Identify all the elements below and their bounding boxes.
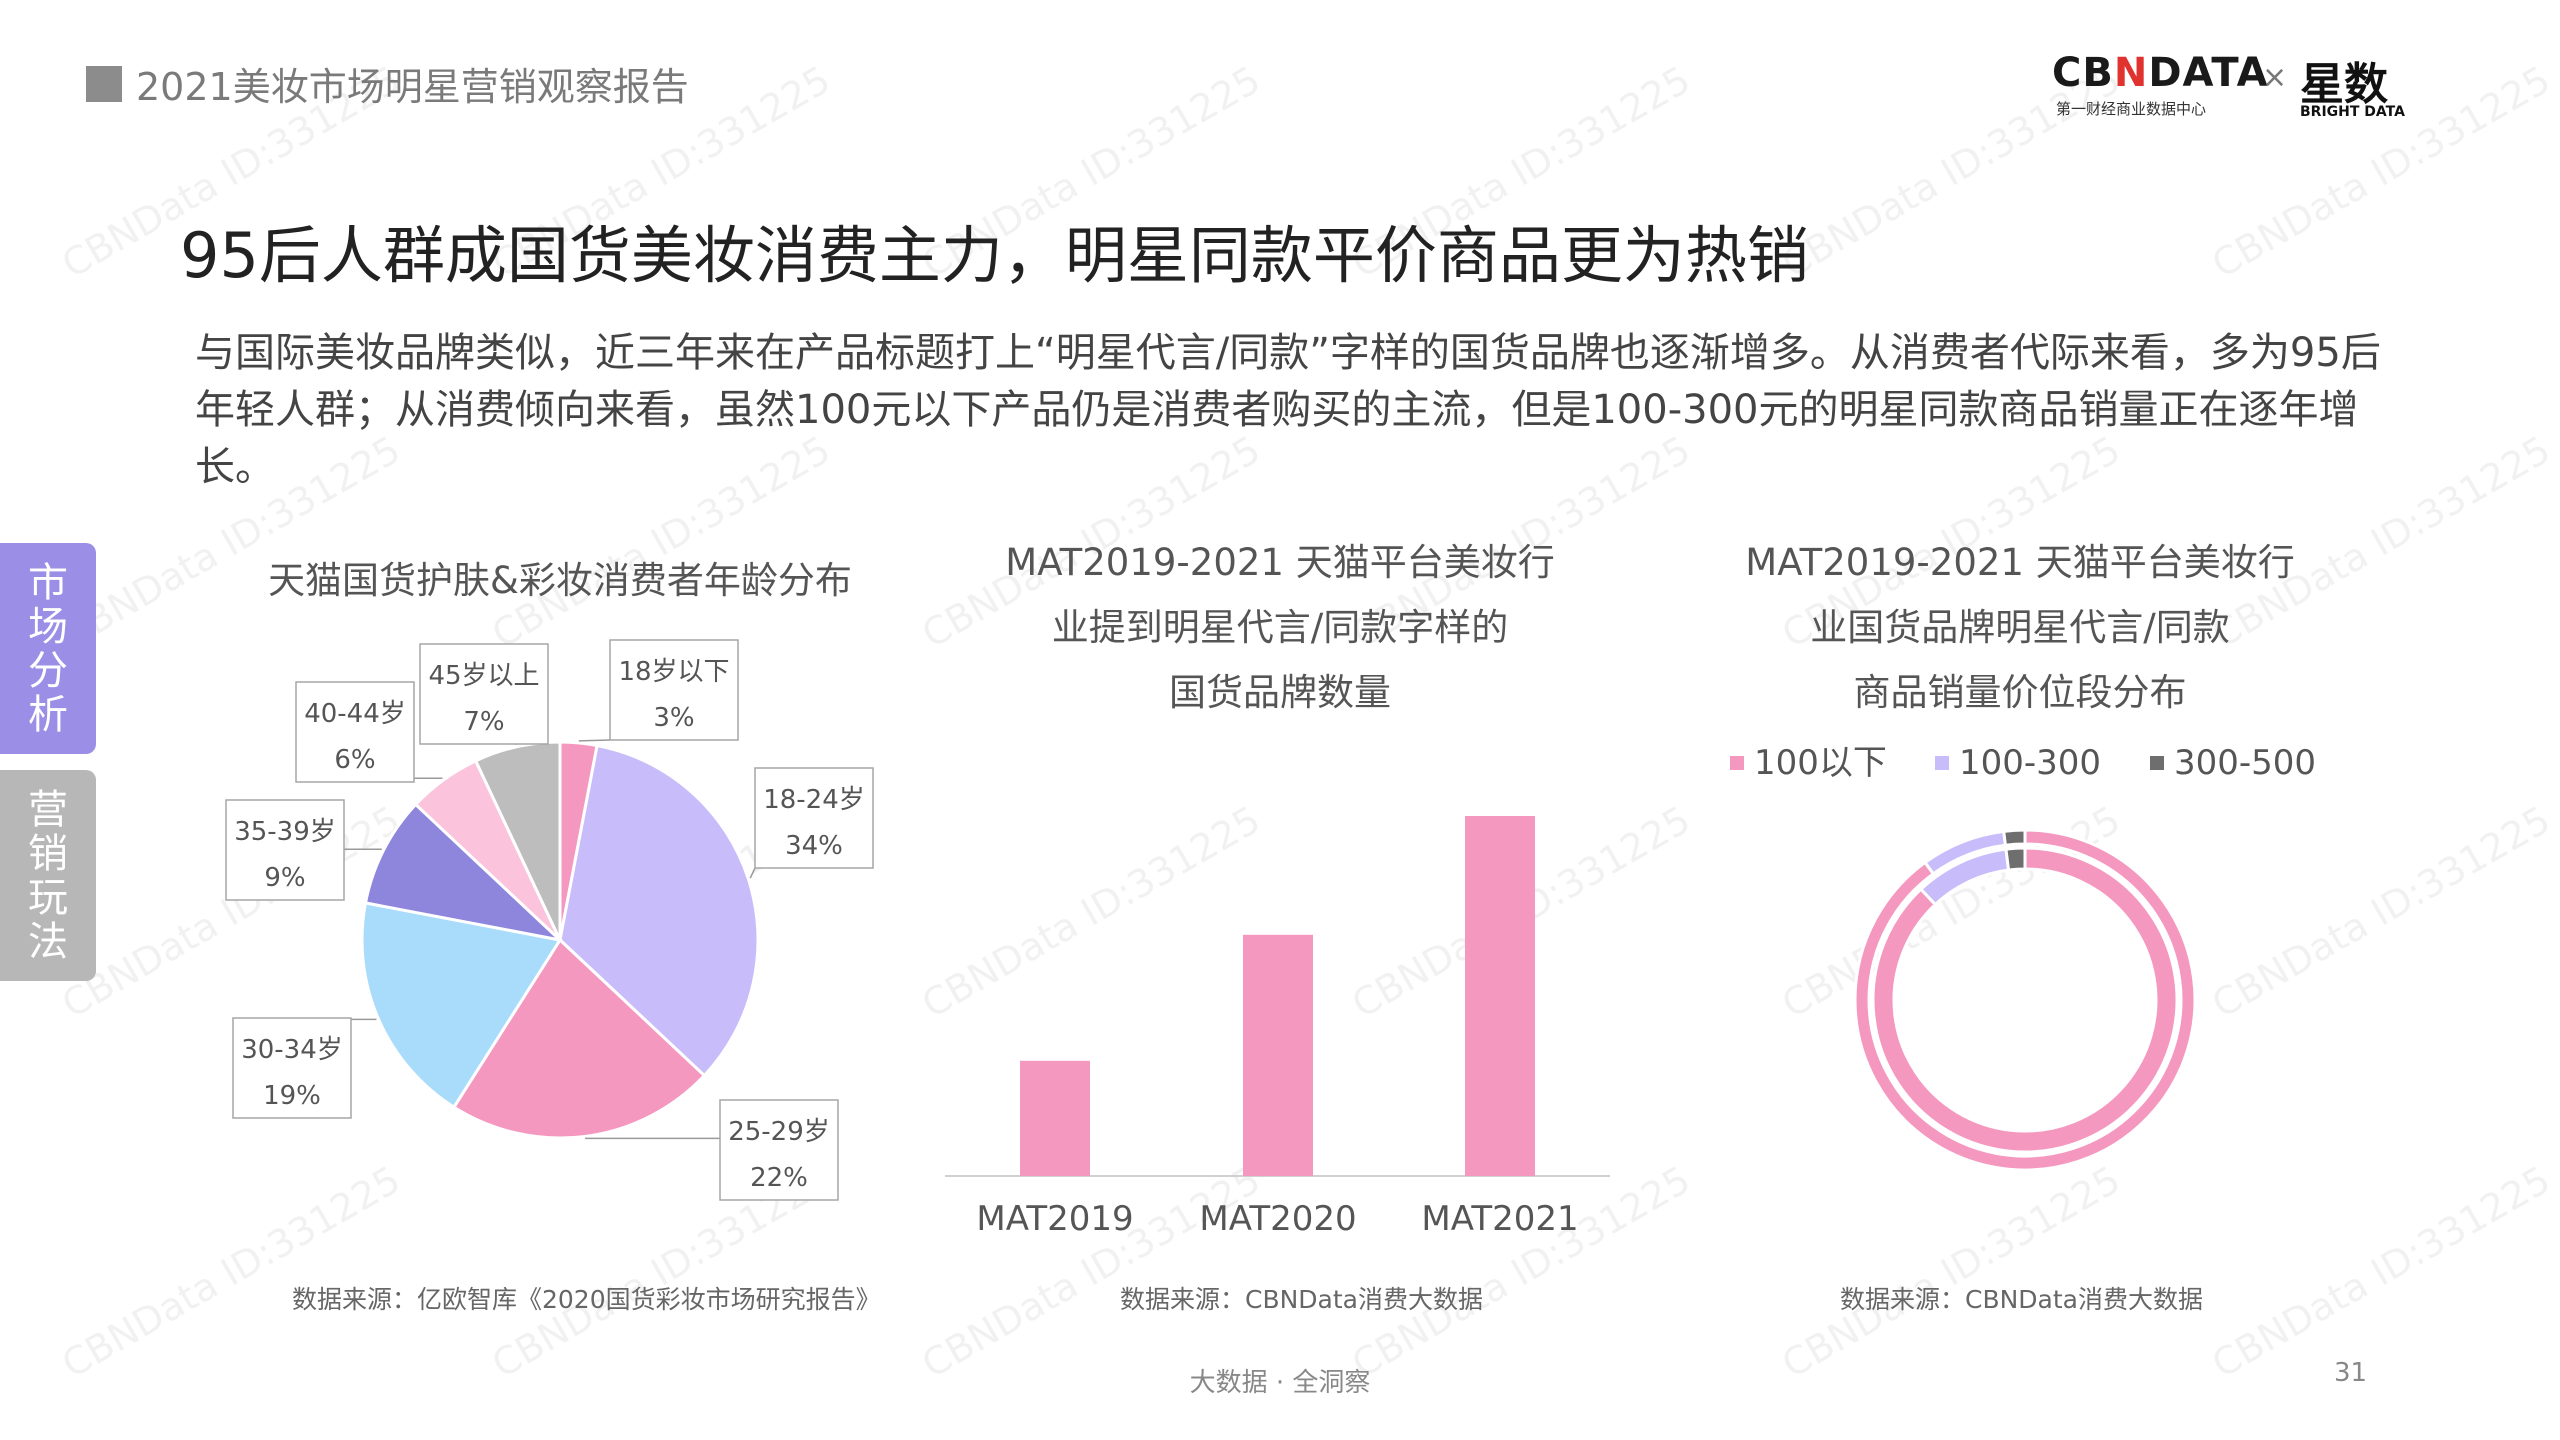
bar — [1243, 934, 1313, 1176]
pie-slice-label: 35-39岁 — [234, 817, 336, 847]
pie-slice-value: 19% — [263, 1081, 321, 1111]
pie-slice-value: 7% — [463, 707, 504, 737]
pie-slice-label: 18岁以下 — [618, 657, 729, 687]
cbndata-logo: CBNDATA — [2052, 50, 2269, 96]
tab-char: 分 — [28, 647, 68, 694]
pie-leader-line — [749, 867, 756, 879]
price-range-donut-chart: 100以下 100-300 300-500 — [1730, 743, 2316, 1172]
pie-label-box — [232, 1017, 352, 1119]
pie-label-box — [754, 767, 874, 869]
pie-slice — [473, 740, 562, 941]
pie-slice-label: 25-29岁 — [728, 1117, 830, 1147]
bar-category-label: MAT2021 — [1421, 1199, 1578, 1239]
pie-slice-label: 40-44岁 — [304, 699, 406, 729]
age-pie-chart: 18岁以下 3% 18-24岁 34% 25-29岁 22% 30-34岁 19% 35-39岁… — [225, 639, 874, 1201]
logo-separator: × — [2262, 60, 2288, 95]
pie-slice — [363, 802, 565, 943]
pie-slice-value: 3% — [653, 703, 694, 733]
pie-slice — [451, 937, 707, 1140]
tab-char: 场 — [28, 603, 68, 650]
donut-legend-label: 100以下 — [1754, 743, 1887, 783]
footer-slogan: 大数据 · 全洞察 — [1189, 1368, 1371, 1398]
tab-char: 市 — [28, 559, 68, 606]
donut-legend-swatch — [2150, 756, 2164, 770]
side-tab-marketing-play[interactable]: 营 销 玩 法 — [0, 770, 96, 981]
donut-segment — [2004, 846, 2027, 872]
pie-label-box — [225, 799, 345, 901]
donut-title-line: 业国货品牌明星代言/同款 — [1810, 606, 2230, 649]
slide-title: 95后人群成国货美妆消费主力，明星同款平价商品更为热销 — [180, 219, 1809, 292]
side-tab-market-analysis[interactable]: 市 场 分 析 — [0, 543, 96, 754]
tab-char: 析 — [28, 691, 68, 738]
donut-legend-label: 300-500 — [2174, 743, 2316, 783]
bar-title-line: 业提到明星代言/同款字样的 — [1051, 606, 1509, 649]
pie-label-box — [609, 639, 739, 741]
cbndata-logo-subtitle: 第一财经商业数据中心 — [2056, 100, 2207, 118]
donut-legend-swatch — [1730, 756, 1744, 770]
page-number: 31 — [2334, 1358, 2368, 1388]
slide-description: 与国际美妆品牌类似，近三年来在产品标题打上“明星代言/同款”字样的国货品牌也逐渐… — [195, 330, 2381, 490]
pie-chart-title: 天猫国货护肤&彩妆消费者年龄分布 — [268, 559, 852, 602]
donut-title-line: MAT2019-2021 天猫平台美妆行 — [1745, 541, 2295, 584]
pie-slice-value: 34% — [785, 831, 843, 861]
pie-slice — [558, 743, 760, 1078]
bar — [1465, 816, 1535, 1176]
pie-slice-label: 18-24岁 — [763, 785, 865, 815]
pie-slice-value: 22% — [750, 1163, 808, 1193]
pie-source: 数据来源：亿欧智库《2020国货彩妆市场研究报告》 — [292, 1285, 881, 1314]
pie-label-box — [719, 1099, 839, 1201]
watermark-text: CBNData ID:331225 — [1774, 1157, 2128, 1387]
pie-leader-line — [578, 739, 611, 742]
brand-count-bar-chart: MAT2019 MAT2020 MAT2021 — [945, 816, 1610, 1239]
pie-label-box — [295, 681, 415, 783]
tab-char: 营 — [28, 786, 68, 833]
donut-segment — [1871, 846, 2179, 1154]
donut-legend-label: 100-300 — [1959, 743, 2101, 783]
tab-char: 销 — [28, 830, 68, 877]
donut-segment — [2002, 828, 2027, 847]
pie-slice-value: 9% — [264, 863, 305, 893]
pie-slice-label: 30-34岁 — [241, 1035, 343, 1065]
bar-title-line: MAT2019-2021 天猫平台美妆行 — [1005, 541, 1555, 584]
pie-slice-label: 45岁以上 — [428, 661, 539, 691]
donut-title-line: 商品销量价位段分布 — [1853, 671, 2187, 714]
bar-category-label: MAT2020 — [1199, 1199, 1356, 1239]
watermark-text: CBNData ID:331225 — [2204, 1157, 2558, 1387]
bar — [1020, 1060, 1090, 1176]
bar-source: 数据来源：CBNData消费大数据 — [1120, 1285, 1484, 1314]
tab-char: 玩 — [28, 874, 68, 921]
report-title: 2021美妆市场明星营销观察报告 — [136, 65, 689, 109]
header-square-icon — [86, 66, 122, 102]
donut-source: 数据来源：CBNData消费大数据 — [1840, 1285, 2204, 1314]
bar-category-label: MAT2019 — [976, 1199, 1133, 1239]
bar-chart-title: MAT2019-2021 天猫平台美妆行 业提到明星代言/同款字样的 国货品牌数… — [940, 530, 1620, 725]
tab-char: 法 — [28, 918, 68, 965]
pie-label-box — [419, 643, 549, 745]
donut-legend-swatch — [1935, 756, 1949, 770]
pie-slice-value: 6% — [334, 745, 375, 775]
donut-chart-title: MAT2019-2021 天猫平台美妆行 业国货品牌明星代言/同款 商品销量价位… — [1680, 530, 2360, 725]
pie-slice — [360, 901, 563, 1110]
bright-data-logo: 星数 — [2300, 59, 2388, 110]
bright-data-logo-subtitle: BRIGHT DATA — [2300, 104, 2405, 120]
donut-segment — [1853, 828, 2197, 1172]
bar-title-line: 国货品牌数量 — [1169, 671, 1391, 714]
